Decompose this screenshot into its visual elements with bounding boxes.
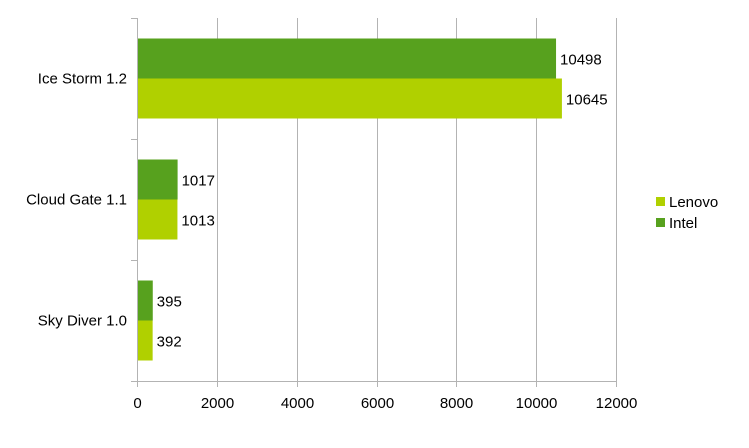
x-tick-label: 12000 [596,395,638,412]
data-label-lenovo: 10645 [566,92,608,109]
bar-lenovo-0 [138,78,562,119]
legend-label-intel: Intel [669,215,697,232]
category-label: Cloud Gate 1.1 [26,192,127,209]
bar-intel-0 [138,38,557,79]
bars [138,38,562,361]
data-label-lenovo: 1013 [181,213,214,230]
legend-swatch-intel [656,218,665,227]
category-label: Sky Diver 1.0 [38,313,127,330]
x-tick-label: 10000 [516,395,558,412]
bar-intel-1 [138,159,178,200]
x-tick-label: 6000 [361,395,394,412]
legend-label-lenovo: Lenovo [669,194,718,211]
x-tick-label: 8000 [440,395,473,412]
bar-lenovo-2 [138,320,153,361]
legend-swatch-lenovo [656,197,665,206]
bar-intel-2 [138,280,153,321]
data-label-lenovo: 392 [157,334,182,351]
axes: 0 2000 4000 6000 8000 10000 12000 Ice Storm 1.2… [26,18,638,412]
data-label-intel: 10498 [560,52,602,69]
data-label-intel: 395 [157,294,182,311]
data-labels: 10498 10645 1017 1013 395 392 [157,52,608,351]
legend: Lenovo Intel [656,194,718,232]
x-tick-label: 4000 [281,395,314,412]
data-label-intel: 1017 [182,173,215,190]
bar-lenovo-1 [138,199,178,240]
x-tick-label: 0 [133,395,141,412]
x-tick-label: 2000 [201,395,234,412]
category-label: Ice Storm 1.2 [38,71,127,88]
